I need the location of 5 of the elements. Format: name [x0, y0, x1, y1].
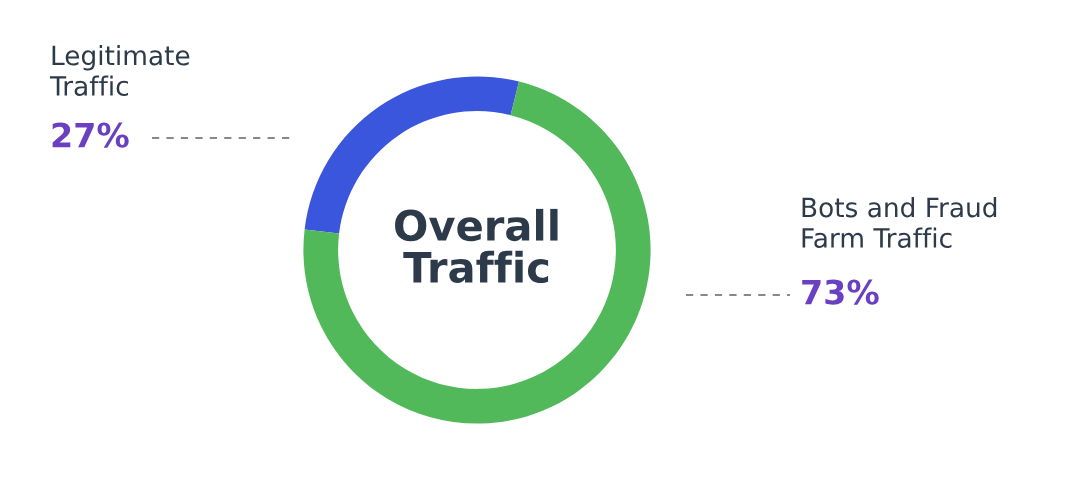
slice-label: Bots and Fraud Farm Traffic — [802, 197, 997, 248]
data-label: 73% — [802, 279, 879, 305]
text: Overall Traffic — [395, 208, 558, 284]
data-label: 27% — [52, 122, 129, 148]
slice-label: Legitimate Traffic — [49, 45, 190, 96]
